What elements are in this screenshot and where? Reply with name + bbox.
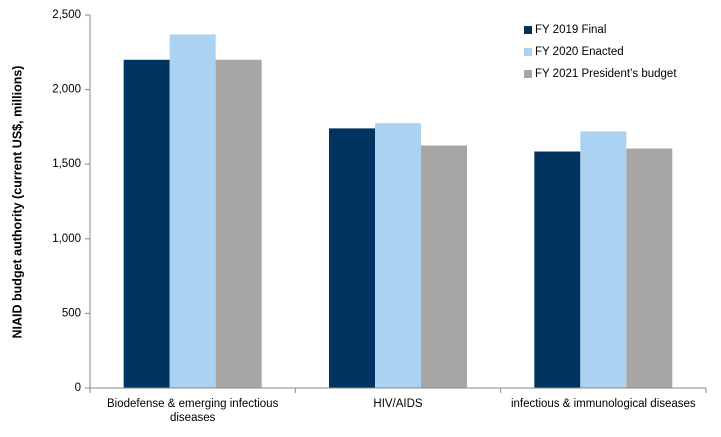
bar <box>169 34 216 389</box>
y-tick-label: 2,000 <box>52 84 81 96</box>
y-tick-label: 0 <box>75 382 81 394</box>
y-tick-label: 1,500 <box>52 158 81 170</box>
category-label-line: HIV/AIDS <box>373 398 423 410</box>
category-label-line: infectious & immunological diseases <box>511 398 696 410</box>
y-axis-title: NIAID budget authority (current US$, mil… <box>10 66 24 339</box>
y-tick-label: 2,500 <box>52 9 81 21</box>
y-axis-label: NIAID budget authority (current US$, mil… <box>10 66 24 339</box>
legend: FY 2019 Final FY 2020 Enacted FY 2021 Pres… <box>524 24 677 80</box>
category-label-line: diseases <box>170 412 216 424</box>
legend-label: FY 2021 President’s budget <box>535 68 677 80</box>
category-labels: Biodefense & emerging infectious diseases… <box>107 398 696 424</box>
legend-swatch <box>524 48 532 56</box>
bar <box>580 131 627 388</box>
y-tick-labels: 0 500 1,000 1,500 2,000 2,500 <box>52 9 81 394</box>
bar <box>123 59 170 388</box>
bar <box>375 123 421 389</box>
y-tick-label: 1,000 <box>52 233 81 245</box>
bar <box>626 148 673 388</box>
bar <box>329 128 375 388</box>
bar <box>215 59 262 388</box>
category-label: infectious & immunological diseases <box>511 398 696 410</box>
bar <box>534 151 581 388</box>
axes-group <box>85 14 707 393</box>
category-label: HIV/AIDS <box>373 398 423 410</box>
legend-swatch <box>524 26 532 34</box>
category-label-line: Biodefense & emerging infectious <box>107 398 279 410</box>
legend-label: FY 2019 Final <box>535 24 606 36</box>
bars-group <box>123 34 673 389</box>
category-label: Biodefense & emerging infectious diseases <box>107 398 279 424</box>
legend-swatch <box>524 70 532 78</box>
y-tick-label: 500 <box>62 307 81 319</box>
bar <box>421 145 467 388</box>
legend-label: FY 2020 Enacted <box>535 46 624 58</box>
